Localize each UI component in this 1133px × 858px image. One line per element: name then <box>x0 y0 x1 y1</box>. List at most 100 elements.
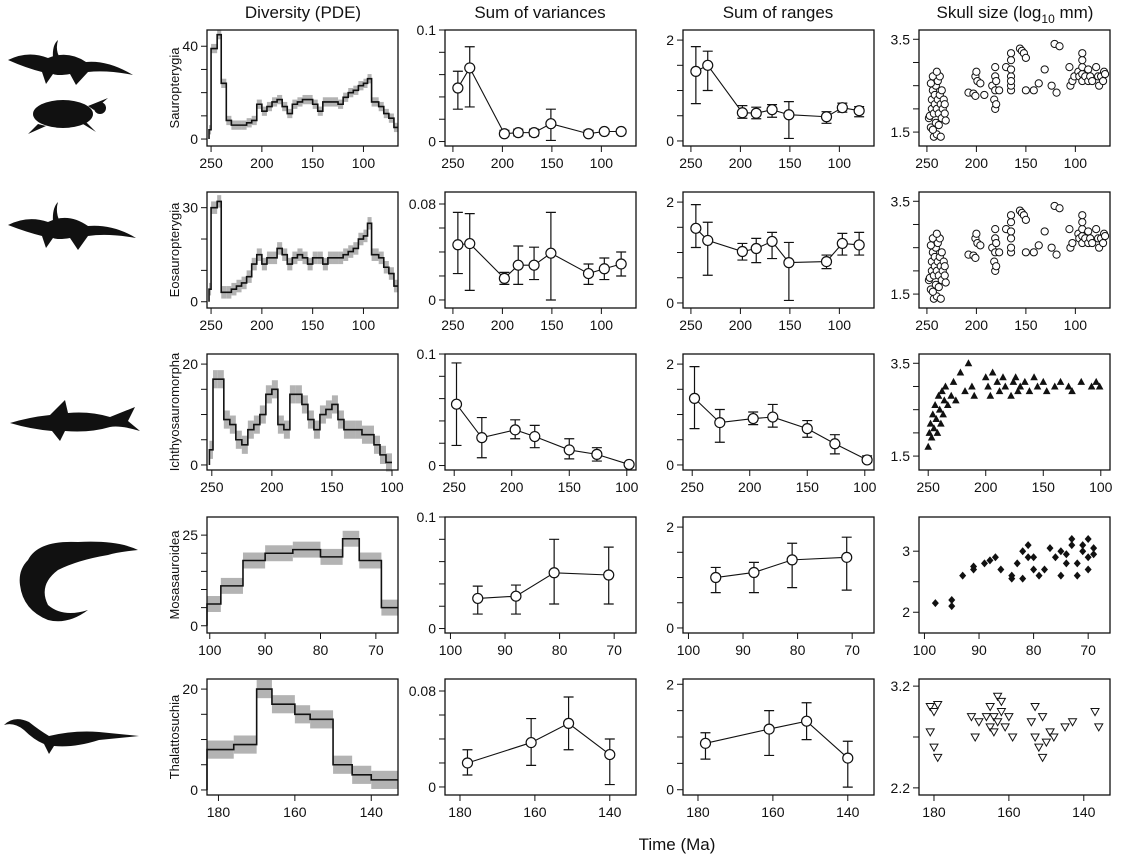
panel-errorbar: 0 0.1 100 90 80 70 <box>417 509 637 658</box>
group-label: Thalattosuchia <box>167 694 182 779</box>
x-tick-label: 100 <box>1064 317 1088 333</box>
x-tick-label: 160 <box>997 804 1021 820</box>
scatter-point <box>931 599 939 608</box>
scatter-point <box>1006 56 1016 65</box>
x-tick-label: 250 <box>441 317 465 333</box>
scatter-point <box>1037 753 1048 763</box>
error-bar <box>841 536 852 591</box>
x-tick-label: 180 <box>448 804 472 820</box>
x-tick-label: 150 <box>558 479 582 495</box>
data-point <box>498 128 510 140</box>
diversity-step-line <box>208 378 392 465</box>
error-bar <box>464 212 475 291</box>
panel-step: 0 20 250 200 150 100 <box>182 353 404 495</box>
x-tick-label: 90 <box>735 642 751 658</box>
data-point <box>747 412 759 425</box>
scatter-point <box>940 396 949 404</box>
error-bar <box>702 221 713 276</box>
scatter-point <box>1034 241 1043 250</box>
scatter-point <box>941 382 950 390</box>
x-tick-label: 90 <box>497 642 513 658</box>
scatter-point <box>1095 382 1104 390</box>
scatter-point <box>1033 743 1044 753</box>
y-tick-label: 0 <box>666 295 674 311</box>
scatter-point <box>1029 248 1038 257</box>
scatter-point <box>1006 234 1016 243</box>
group-label: Mosasauroidea <box>167 530 182 620</box>
mosasaur-icon <box>19 541 138 622</box>
panel-scatter: 1.5 3.5 250 200 150 100 <box>891 353 1113 495</box>
panel-errorbar: 0 0.08 250 200 150 100 <box>409 191 637 333</box>
scatter-point <box>985 723 996 732</box>
x-tick-label: 200 <box>250 317 274 333</box>
plot-frame <box>918 516 1111 634</box>
x-tick-label: 250 <box>679 317 703 333</box>
scatter-point <box>932 753 943 763</box>
y-tick-label: 0.08 <box>409 196 436 212</box>
scatter-point <box>964 359 973 367</box>
data-point <box>464 62 476 74</box>
scatter-point <box>941 116 950 125</box>
data-point <box>545 247 557 259</box>
panel-step: 0 30 250 200 150 100 <box>182 191 399 333</box>
scatter-point <box>1040 227 1049 236</box>
scatter-point <box>940 100 949 109</box>
x-tick-label: 70 <box>606 642 622 658</box>
x-tick-label: 180 <box>207 804 231 820</box>
scatter-point <box>1000 723 1011 732</box>
plot-frame <box>682 353 875 471</box>
scatter-point <box>981 713 992 722</box>
x-tick-label: 200 <box>965 155 989 171</box>
scatter-point <box>1078 49 1087 58</box>
scatter-point <box>1090 550 1098 559</box>
scatter-point <box>941 278 950 287</box>
scatter-point <box>1013 559 1021 568</box>
x-tick-label: 90 <box>257 642 273 658</box>
y-tick-label: 40 <box>182 38 198 54</box>
data-point <box>714 416 726 429</box>
column-title-sum-of-variances: Sum of variances <box>474 3 605 22</box>
scatter-point <box>1084 534 1092 543</box>
data-point <box>598 263 610 275</box>
scatter-point <box>1030 565 1038 574</box>
scatter-point <box>934 391 943 399</box>
panel-errorbar: 0 2 250 200 150 100 <box>666 191 875 333</box>
data-point <box>842 752 854 764</box>
plot-frame <box>918 191 1111 309</box>
scatter-point <box>1077 377 1086 385</box>
scatter-point <box>1007 391 1015 399</box>
plot-frame <box>444 191 637 309</box>
x-tick-label: 80 <box>552 642 568 658</box>
plot-frame <box>206 516 399 634</box>
scatter-point <box>1037 713 1048 722</box>
y-tick-label: 0 <box>190 294 198 310</box>
data-point <box>853 105 865 117</box>
scatter-point <box>989 713 999 722</box>
scatter-point <box>940 262 949 271</box>
data-point <box>710 571 722 584</box>
data-point <box>525 736 537 749</box>
scatter-point <box>1021 248 1030 257</box>
x-tick-label: 100 <box>590 155 614 171</box>
scatter-point <box>934 121 943 130</box>
scatter-point <box>993 377 1002 385</box>
panel-errorbar: 0 0.1 250 200 150 100 <box>417 346 639 495</box>
plesiosaur-icon <box>8 202 136 250</box>
data-point <box>528 259 540 271</box>
column-title-diversity: Diversity (PDE) <box>245 3 361 22</box>
scatter-point <box>1065 225 1074 234</box>
data-point <box>545 118 557 130</box>
x-tick-label: 80 <box>1026 642 1042 658</box>
scatter-point <box>1042 387 1051 395</box>
scatter-point <box>930 424 938 432</box>
x-tick-label: 250 <box>199 317 223 333</box>
scatter-point <box>1079 547 1087 556</box>
x-tick-label: 70 <box>368 642 384 658</box>
y-tick-label: 0.1 <box>417 346 437 362</box>
x-tick-label: 160 <box>761 804 785 820</box>
plot-frame <box>918 353 1111 471</box>
scatter-point <box>992 76 1001 86</box>
scatter-point <box>1041 565 1049 574</box>
data-point <box>528 127 540 139</box>
